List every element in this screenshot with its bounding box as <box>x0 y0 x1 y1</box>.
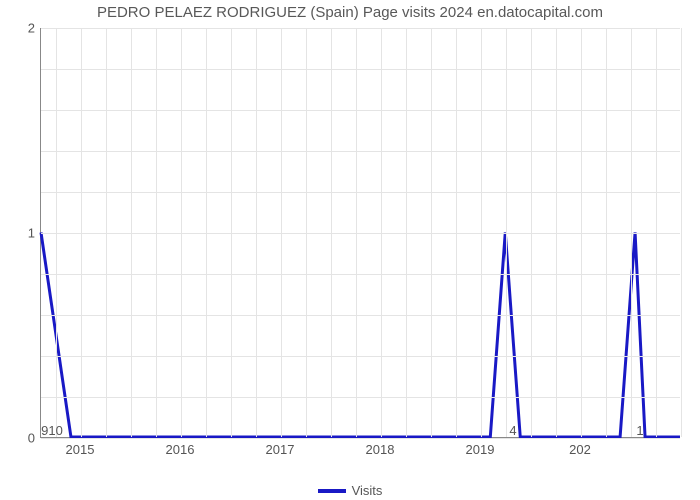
gridline-v <box>81 28 82 437</box>
gridline-v <box>406 28 407 437</box>
gridline-v <box>481 28 482 437</box>
x-tick-label: 2015 <box>66 442 95 457</box>
x-tick-label: 2016 <box>166 442 195 457</box>
x-tick-label: 2018 <box>366 442 395 457</box>
gridline-v <box>681 28 682 437</box>
gridline-h <box>41 233 680 234</box>
gridline-h <box>41 397 680 398</box>
gridline-h <box>41 110 680 111</box>
y-tick-label: 0 <box>28 431 35 446</box>
gridline-h <box>41 69 680 70</box>
gridline-v <box>131 28 132 437</box>
gridline-v <box>156 28 157 437</box>
gridline-v <box>231 28 232 437</box>
gridline-v <box>606 28 607 437</box>
visits-chart: PEDRO PELAEZ RODRIGUEZ (Spain) Page visi… <box>0 0 700 500</box>
visits-line <box>41 233 680 438</box>
gridline-v <box>631 28 632 437</box>
gridline-v <box>181 28 182 437</box>
data-annotation: 4 <box>509 423 516 438</box>
gridline-v <box>431 28 432 437</box>
gridline-v <box>356 28 357 437</box>
gridline-h <box>41 151 680 152</box>
gridline-v <box>256 28 257 437</box>
chart-legend: Visits <box>0 483 700 498</box>
gridline-h <box>41 192 680 193</box>
gridline-v <box>531 28 532 437</box>
x-tick-label: 2017 <box>266 442 295 457</box>
gridline-h <box>41 315 680 316</box>
gridline-v <box>456 28 457 437</box>
legend-swatch <box>318 489 346 493</box>
legend-label: Visits <box>352 483 383 498</box>
gridline-h <box>41 274 680 275</box>
gridline-h <box>41 28 680 29</box>
data-annotation: 1 <box>636 423 643 438</box>
gridline-h <box>41 356 680 357</box>
chart-title: PEDRO PELAEZ RODRIGUEZ (Spain) Page visi… <box>0 4 700 21</box>
gridline-v <box>506 28 507 437</box>
gridline-v <box>656 28 657 437</box>
y-tick-label: 1 <box>28 226 35 241</box>
gridline-v <box>206 28 207 437</box>
gridline-v <box>281 28 282 437</box>
gridline-v <box>556 28 557 437</box>
gridline-v <box>106 28 107 437</box>
gridline-v <box>381 28 382 437</box>
data-annotation: 910 <box>41 423 63 438</box>
gridline-v <box>331 28 332 437</box>
y-tick-label: 2 <box>28 21 35 36</box>
gridline-v <box>56 28 57 437</box>
gridline-v <box>306 28 307 437</box>
plot-area <box>40 28 680 438</box>
gridline-v <box>581 28 582 437</box>
gridline-h <box>41 438 680 439</box>
x-tick-label: 2019 <box>466 442 495 457</box>
x-tick-label: 202 <box>569 442 591 457</box>
